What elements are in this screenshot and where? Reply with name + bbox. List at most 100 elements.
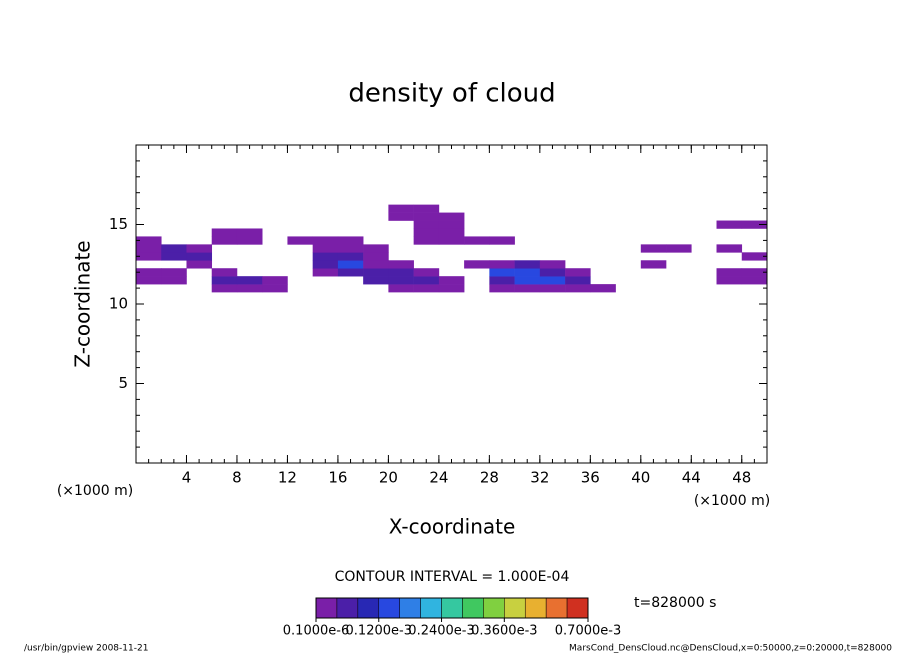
contour-cell [438,276,465,285]
contour-cell [514,260,541,269]
contour-cell [312,260,339,269]
y-tick-label: 15 [109,215,128,233]
x-unit-label: (×1000 m) [694,493,770,509]
y-tick-label: 10 [109,295,128,313]
contour-cell [161,276,187,285]
y-axis-label: Z-coordinate [71,240,95,367]
contour-cell [312,236,339,245]
y-tick-label: 5 [118,374,128,392]
contour-cell [388,276,414,285]
contour-cell [489,284,515,293]
contour-cell [514,276,541,285]
contour-cell [716,220,743,229]
colorbar-swatch [441,597,463,619]
contour-cell [363,268,389,277]
contour-cell [363,260,389,269]
contour-cell [489,268,515,277]
contour-cell [136,268,162,277]
colorbar-tick-label: 0.7000e-3 [555,624,621,639]
x-tick-label: 20 [379,469,398,487]
contour-interval: CONTOUR INTERVAL = 1.000E-04 [335,569,570,585]
contour-cell [741,220,768,229]
contour-cell [413,204,440,213]
contour-cell [413,236,440,245]
contour-cell [565,268,591,277]
contour-cell [413,284,440,293]
x-tick-label: 40 [631,469,650,487]
contour-cell [236,276,263,285]
x-tick-label: 48 [732,469,751,487]
contour-cell [337,268,364,277]
x-tick-label: 28 [480,469,499,487]
x-tick-label: 16 [328,469,347,487]
contour-cell [590,284,616,293]
contour-cell [211,276,238,285]
contour-cell [136,252,162,261]
colorbar-swatch [524,597,547,619]
contour-cell [539,260,566,269]
contour-cell [489,236,515,245]
contour-cell [640,244,667,253]
colorbar-swatch [566,597,589,619]
contour-cell [438,284,465,293]
time-label: t=828000 s [634,595,716,611]
contour-cell [312,244,339,253]
contour-cell [716,244,743,253]
contour-cell [741,268,768,277]
contour-cell [565,276,591,285]
colorbar-swatch [336,597,359,619]
contour-cell [388,284,414,293]
plot-frame [135,144,768,464]
contour-cell [388,212,414,221]
y-unit-label: (×1000 m) [57,483,133,499]
contour-cell [464,236,490,245]
colorbar-swatch [315,597,338,619]
contour-cell [716,268,743,277]
x-tick-label: 32 [530,469,549,487]
contour-cell [363,252,389,261]
colorbar-swatch [357,597,380,619]
colorbar-swatch [504,597,526,619]
contour-cell [413,212,440,221]
colorbar-tick-label: 0.1200e-3 [346,624,412,639]
contour-cell [413,228,440,237]
colorbar-swatch [399,597,421,619]
contour-cell [565,284,591,293]
colorbar-swatch [378,597,400,619]
x-tick-label: 4 [182,469,192,487]
contour-cell [312,268,339,277]
colorbar-tick-label: 0.3600e-3 [471,624,537,639]
contour-cell [211,228,238,237]
contour-cell [211,268,238,277]
contour-cell [741,276,768,285]
contour-cell [337,236,364,245]
contour-cell [388,204,414,213]
footer-left: /usr/bin/gpview 2008-11-21 [24,644,148,654]
contour-cell [489,260,515,269]
contour-cell [186,244,213,253]
x-tick-label: 12 [278,469,297,487]
contour-cell [413,276,440,285]
contour-cell [236,236,263,245]
contour-cell [136,236,162,245]
contour-cell [640,260,667,269]
contour-cell [136,244,162,253]
contour-cell [438,220,465,229]
contour-cell [363,276,389,285]
contour-cell [337,260,364,269]
contour-cell [539,284,566,293]
contour-cell [337,244,364,253]
contour-cell [161,244,187,253]
contour-cell [388,260,414,269]
contour-cell [438,228,465,237]
contour-cell [186,260,213,269]
contour-cell [438,236,465,245]
colorbar-swatch [545,597,568,619]
contour-cell [186,252,213,261]
x-tick-label: 8 [232,469,242,487]
colorbar-frame [315,597,589,619]
contour-cell [262,276,288,285]
contour-cell [489,276,515,285]
contour-cell [136,276,162,285]
